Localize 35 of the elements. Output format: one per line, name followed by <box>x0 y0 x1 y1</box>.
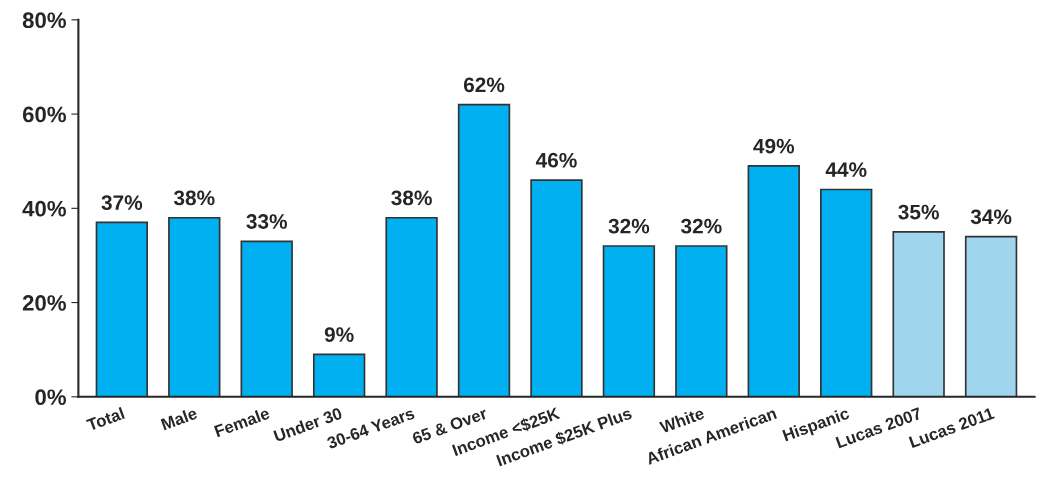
data-label: 38% <box>173 190 215 206</box>
x-tick-label: Female <box>213 406 271 438</box>
data-label: 62% <box>463 77 505 93</box>
x-tick-label: White <box>658 406 705 434</box>
y-tick-label: 80% <box>22 12 66 29</box>
data-label: 34% <box>970 209 1012 225</box>
x-tick-label: Male <box>160 406 198 431</box>
bar <box>964 235 1018 397</box>
bar <box>385 216 438 397</box>
data-label: 49% <box>753 138 795 154</box>
y-tick-label: 60% <box>22 106 66 123</box>
y-tick-label: 40% <box>22 200 66 217</box>
data-label: 9% <box>324 327 354 342</box>
bar <box>312 353 366 397</box>
data-label: 46% <box>535 152 577 168</box>
bar <box>168 216 221 397</box>
bar <box>602 245 656 397</box>
data-label: 35% <box>898 204 939 220</box>
data-label: 32% <box>680 218 722 234</box>
data-label: 32% <box>608 218 650 234</box>
x-tick-label: Total <box>85 406 125 432</box>
bar <box>530 179 583 397</box>
bar <box>820 188 873 397</box>
data-label: 33% <box>246 214 288 229</box>
y-tick-label: 0% <box>35 389 66 406</box>
bar <box>95 221 149 397</box>
y-tick-label: 20% <box>22 295 66 311</box>
bar <box>240 240 293 397</box>
data-label: 38% <box>391 190 432 206</box>
data-label: 37% <box>101 195 143 211</box>
data-label: 44% <box>825 162 867 177</box>
bar <box>675 245 728 397</box>
bar <box>747 165 800 397</box>
bar <box>892 231 945 397</box>
bar <box>457 103 511 397</box>
